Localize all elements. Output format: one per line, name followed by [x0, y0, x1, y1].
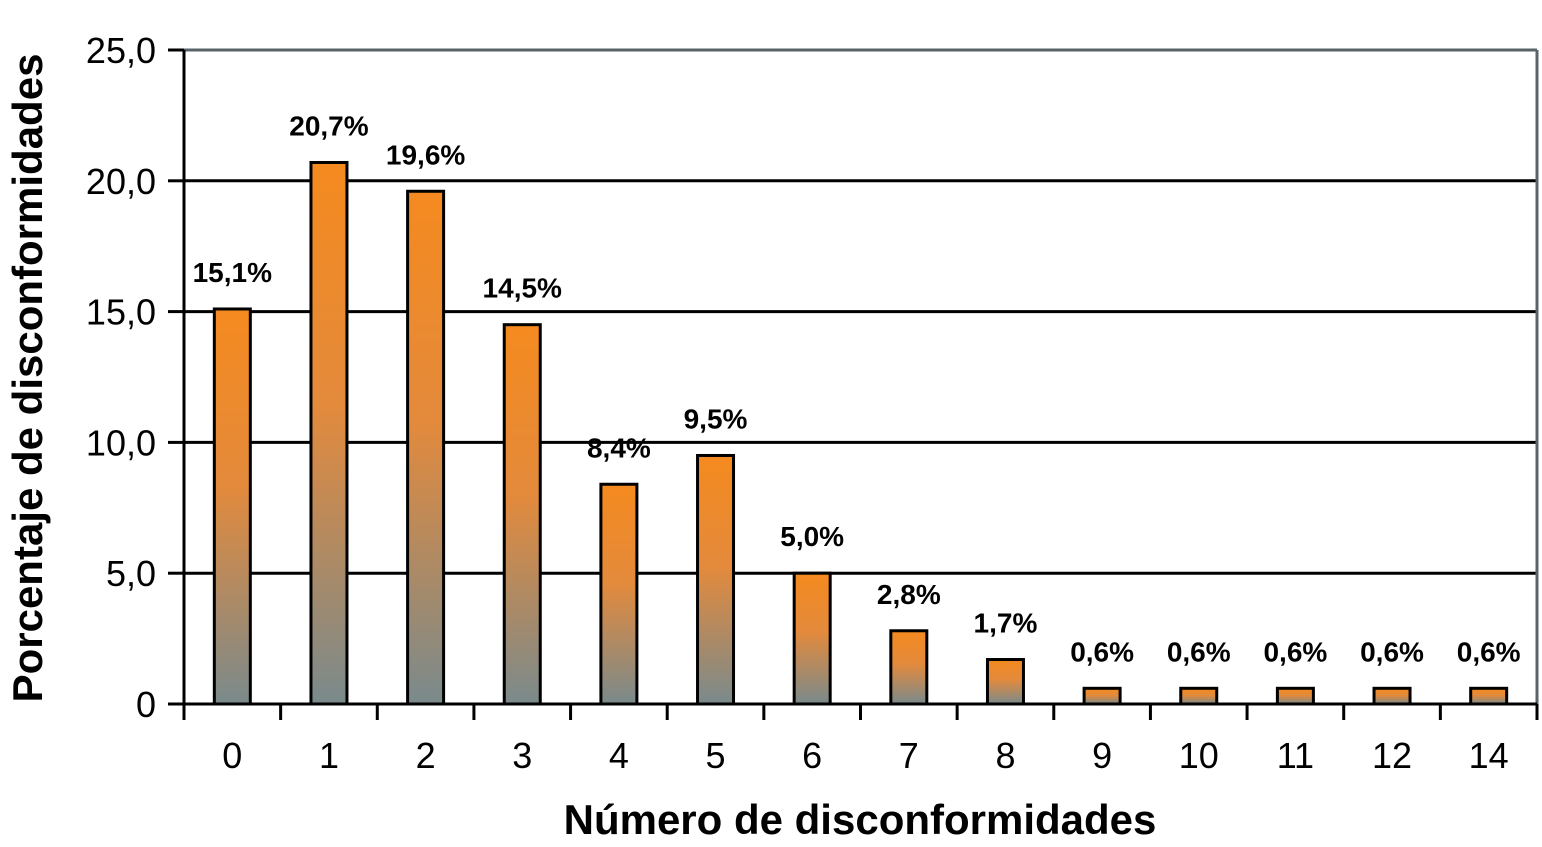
x-tick-label: 14	[1469, 735, 1509, 776]
axes: 05,010,015,020,025,00 1 2 3 4 5 6 7 8 9 10 11 12 14	[86, 30, 1539, 776]
data-label: 14,5%	[483, 273, 562, 304]
x-tick-label: 10	[1179, 735, 1219, 776]
x-tick-label: 1	[319, 735, 339, 776]
data-label: 20,7%	[289, 110, 368, 141]
x-tick-label: 4	[609, 735, 629, 776]
data-label: 1,7%	[974, 608, 1038, 639]
y-tick-label: 10,0	[86, 422, 156, 463]
bar	[889, 629, 929, 706]
y-tick-label: 25,0	[86, 30, 156, 71]
data-label: 15,1%	[193, 257, 272, 288]
bar	[696, 453, 736, 706]
data-label: 5,0%	[780, 521, 844, 552]
x-tick-label: 8	[995, 735, 1015, 776]
x-tick-label: 11	[1277, 735, 1314, 776]
x-tick-label: 9	[1092, 735, 1112, 776]
bar	[502, 323, 542, 706]
bars	[212, 160, 1509, 706]
bar	[792, 571, 832, 706]
x-tick-label: 12	[1372, 735, 1412, 776]
data-label: 19,6%	[386, 139, 465, 170]
bar	[309, 160, 349, 706]
y-tick-label: 5,0	[106, 553, 156, 594]
bar	[1275, 686, 1315, 706]
x-tick-label: 5	[706, 735, 726, 776]
bar	[212, 307, 252, 706]
bar	[1469, 686, 1509, 706]
y-axis-title: Porcentaje de disconformidades	[4, 54, 51, 703]
x-axis-title: Número de disconformidades	[564, 796, 1157, 843]
bar	[1179, 686, 1219, 706]
x-tick-label: 0	[222, 735, 242, 776]
bar	[985, 658, 1025, 706]
bar	[599, 482, 639, 706]
bar	[1082, 686, 1122, 706]
y-tick-label: 20,0	[86, 161, 156, 202]
data-label: 0,6%	[1167, 636, 1231, 667]
data-label: 0,6%	[1070, 636, 1134, 667]
y-tick-label: 15,0	[86, 292, 156, 333]
data-labels: 15,1% 20,7% 19,6% 14,5% 8,4% 9,5% 5,0% 2,8% 1,7%…	[193, 110, 1521, 667]
data-label: 2,8%	[877, 579, 941, 610]
bar	[1372, 686, 1412, 706]
data-label: 0,6%	[1360, 636, 1424, 667]
data-label: 8,4%	[587, 432, 651, 463]
gridlines	[184, 179, 1537, 575]
x-tick-label: 6	[802, 735, 822, 776]
y-tick-label: 0	[136, 684, 156, 725]
data-label: 0,6%	[1263, 636, 1327, 667]
data-label: 9,5%	[684, 403, 748, 434]
bar	[406, 189, 446, 706]
x-tick-label: 2	[416, 735, 436, 776]
x-tick-label: 3	[512, 735, 532, 776]
data-label: 0,6%	[1457, 636, 1521, 667]
x-tick-label: 7	[899, 735, 919, 776]
